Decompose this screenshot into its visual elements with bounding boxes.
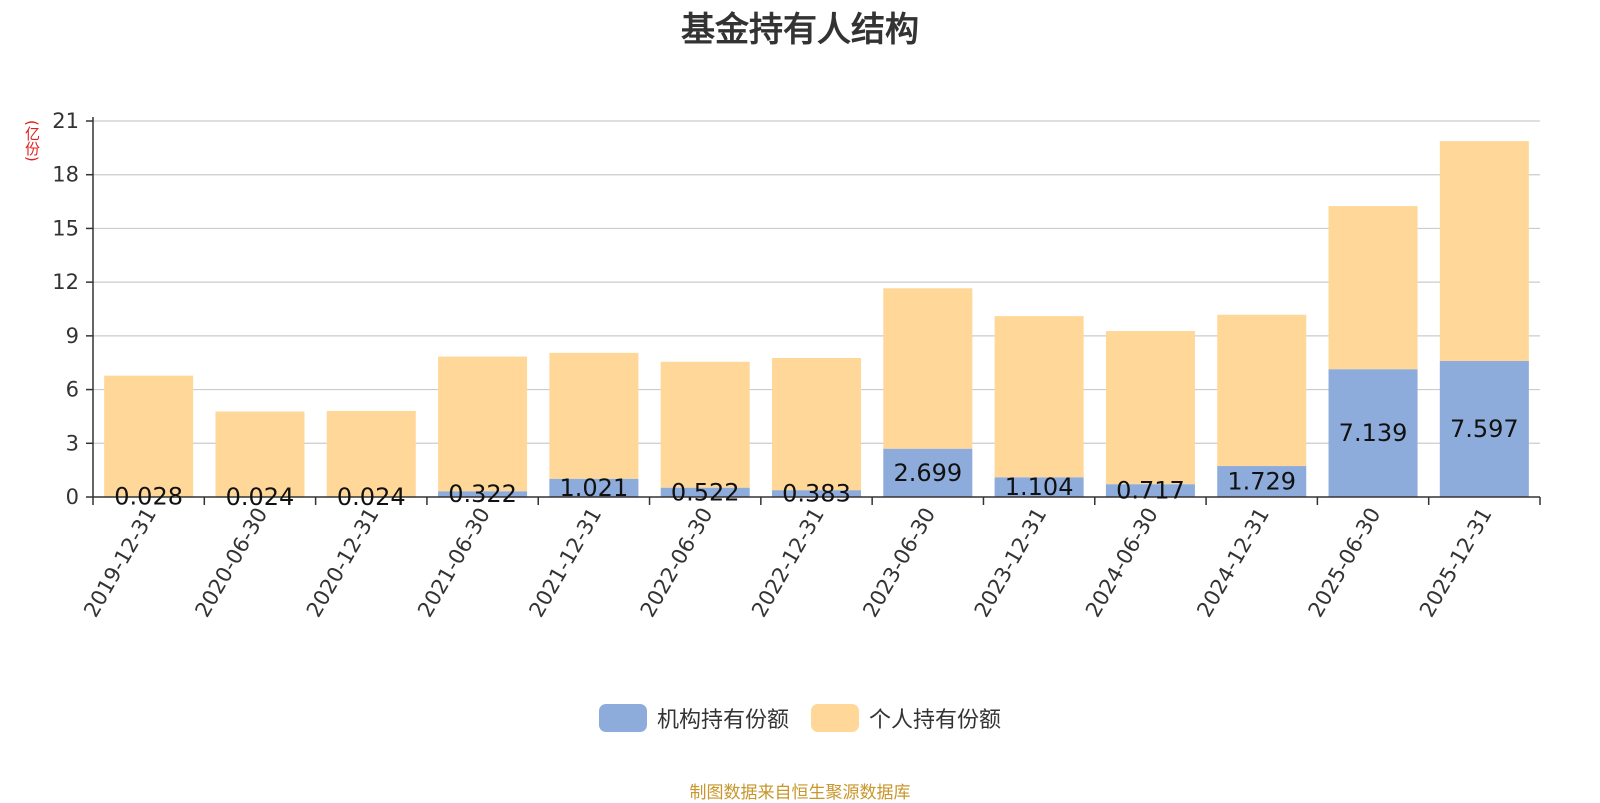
data-label-institutional-10: 1.729 (1227, 468, 1296, 496)
legend-swatch-individual (811, 704, 859, 732)
bar-individual-10 (1217, 315, 1306, 466)
x-tick-label-2: 2020-12-31 (302, 504, 384, 622)
bar-individual-3 (438, 357, 527, 492)
x-tick-label-5: 2022-06-30 (636, 504, 718, 622)
data-label-institutional-9: 0.717 (1116, 477, 1185, 505)
x-tick-label-10: 2024-12-31 (1192, 504, 1274, 622)
legend-label-individual: 个人持有份额 (869, 702, 1001, 734)
x-tick-label-9: 2024-06-30 (1081, 504, 1163, 622)
data-label-institutional-3: 0.322 (448, 480, 517, 508)
legend-item-individual[interactable]: 个人持有份额 (811, 702, 1001, 734)
data-label-institutional-2: 0.024 (337, 483, 406, 511)
y-tick-label-3: 9 (66, 324, 79, 348)
x-tick-label-11: 2025-06-30 (1304, 504, 1386, 622)
bar-individual-8 (995, 316, 1084, 477)
bar-individual-7 (883, 288, 972, 448)
y-tick-label-4: 12 (52, 270, 79, 294)
legend-label-institutional: 机构持有份额 (657, 702, 789, 734)
bar-individual-4 (549, 353, 638, 479)
y-tick-label-6: 18 (52, 163, 79, 187)
y-tick-label-7: 21 (52, 109, 79, 133)
x-tick-label-3: 2021-06-30 (413, 503, 495, 621)
bar-individual-11 (1329, 206, 1418, 369)
y-tick-label-0: 0 (66, 485, 79, 509)
stacked-bar-chart: 0 3 6 9 12 15 18 21 0.028 0.024 0.024 0.322 1.021 0.5… (0, 0, 1600, 700)
bar-individual-0 (104, 376, 193, 497)
y-tick-label-2: 6 (66, 378, 79, 402)
data-label-institutional-12: 7.597 (1450, 415, 1519, 443)
x-tick-label-7: 2023-06-30 (858, 503, 940, 621)
bar-individual-5 (661, 362, 750, 488)
data-label-institutional-5: 0.522 (671, 478, 740, 506)
x-tick-label-8: 2023-12-31 (970, 504, 1052, 622)
x-tick-label-6: 2022-12-31 (747, 504, 829, 622)
x-tick-label-12: 2025-12-31 (1415, 504, 1497, 622)
x-tick-label-1: 2020-06-30 (190, 504, 272, 622)
bar-individual-9 (1106, 331, 1195, 484)
legend-swatch-institutional (599, 704, 647, 732)
x-tick-label-4: 2021-12-31 (524, 504, 606, 622)
legend: 机构持有份额 个人持有份额 (0, 702, 1600, 734)
data-label-institutional-8: 1.104 (1005, 473, 1074, 501)
data-label-institutional-1: 0.024 (226, 483, 295, 511)
bar-individual-6 (772, 358, 861, 490)
y-tick-label-5: 15 (52, 216, 79, 240)
data-source-note: 制图数据来自恒生聚源数据库 (0, 778, 1600, 803)
y-tick-label-1: 3 (66, 431, 79, 455)
bar-individual-12 (1440, 141, 1529, 361)
data-label-institutional-6: 0.383 (782, 480, 851, 508)
data-label-institutional-11: 7.139 (1339, 419, 1408, 447)
data-label-institutional-4: 1.021 (560, 474, 629, 502)
data-label-institutional-7: 2.699 (893, 459, 962, 487)
legend-item-institutional[interactable]: 机构持有份额 (599, 702, 789, 734)
x-tick-label-0: 2019-12-31 (79, 504, 161, 622)
data-label-institutional-0: 0.028 (114, 483, 183, 511)
